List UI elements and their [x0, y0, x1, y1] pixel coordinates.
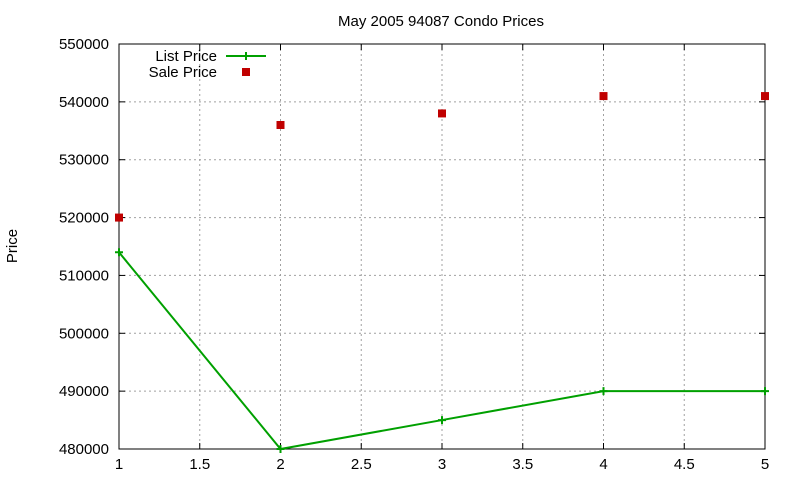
x-tick-label: 2.5	[351, 456, 372, 473]
data-point	[438, 109, 446, 118]
x-tick-label: 4	[599, 456, 607, 473]
y-tick-label: 510000	[59, 267, 109, 284]
y-tick-label: 530000	[59, 152, 109, 169]
x-tick-label: 2	[276, 456, 284, 473]
series	[115, 92, 769, 453]
y-tick-label: 550000	[59, 36, 109, 53]
legend-marker	[242, 52, 250, 60]
y-tick-label: 540000	[59, 94, 109, 111]
x-tick-label: 3.5	[512, 456, 533, 473]
y-tick-label: 490000	[59, 383, 109, 400]
data-point	[115, 248, 123, 257]
axis-ticks: 1 1.5 2 2.5 3 3.5 4 4.5 5 480000 490000 500000 51000…	[59, 36, 769, 473]
x-tick-label: 5	[761, 456, 769, 473]
y-tick-label: 500000	[59, 325, 109, 342]
data-point	[276, 121, 285, 129]
legend-label: List Price	[155, 48, 217, 65]
series-1	[115, 92, 769, 222]
grid	[119, 44, 765, 449]
x-tick-label: 1	[115, 456, 123, 473]
x-tick-label: 1.5	[189, 456, 210, 473]
chart-title: May 2005 94087 Condo Prices	[338, 13, 544, 30]
data-point	[761, 387, 769, 396]
series-0	[115, 248, 769, 453]
data-point	[115, 213, 123, 222]
y-axis-label: Price	[4, 229, 21, 263]
x-tick-label: 4.5	[674, 456, 695, 473]
x-tick-label: 3	[438, 456, 446, 473]
data-point	[761, 92, 769, 101]
y-tick-label: 480000	[59, 441, 109, 458]
legend-marker	[242, 68, 250, 76]
data-point	[599, 387, 608, 396]
y-tick-label: 520000	[59, 210, 109, 227]
legend-label: Sale Price	[149, 64, 217, 81]
data-point	[599, 92, 608, 101]
data-point	[438, 416, 446, 425]
data-point	[276, 445, 285, 453]
